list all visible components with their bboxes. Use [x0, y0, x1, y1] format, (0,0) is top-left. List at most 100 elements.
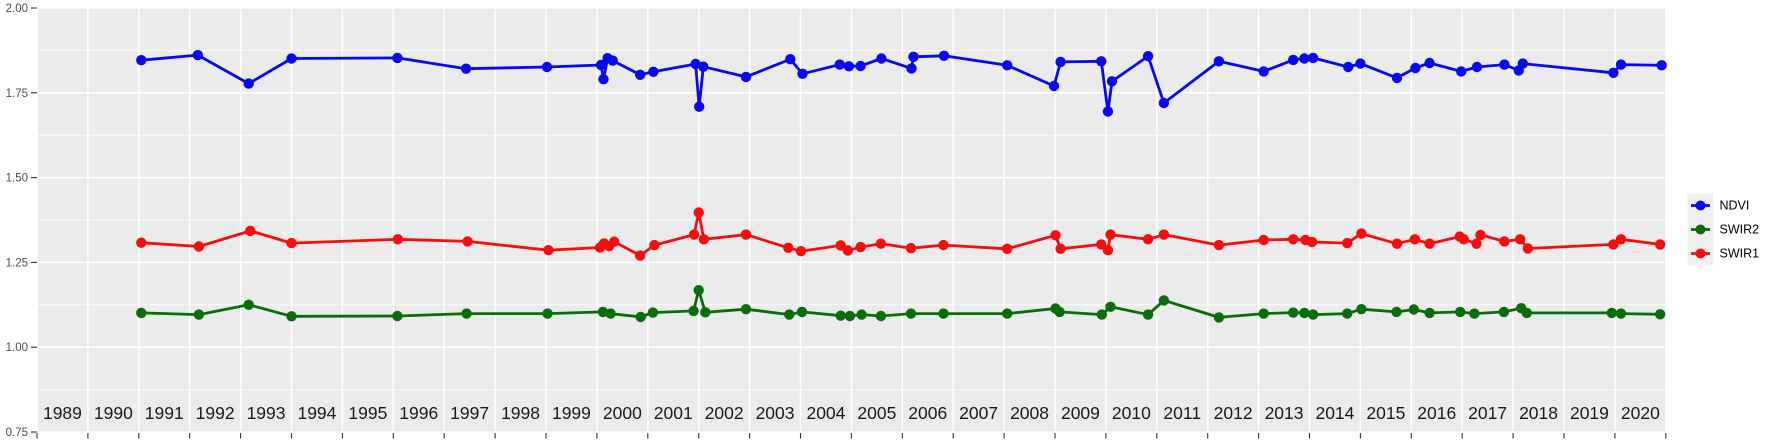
- data-point-swir2: [875, 310, 887, 322]
- data-point-swir2: [193, 309, 205, 320]
- x-year-label: 2019: [1570, 403, 1609, 423]
- x-year-label: 1997: [450, 403, 489, 423]
- data-point-swir2: [1521, 307, 1533, 319]
- legend: NDVI SWIR2 SWIR1: [1687, 193, 1760, 266]
- data-point-swir2: [740, 304, 752, 315]
- y-axis: 2.00 1.75 1.50 1.25 1.00 0.75: [6, 3, 37, 439]
- data-point-swir1: [938, 239, 949, 251]
- data-point-ndvi: [1213, 56, 1225, 67]
- data-point-ndvi: [1158, 97, 1170, 109]
- data-point-swir2: [1655, 309, 1666, 320]
- data-point-swir1: [1213, 239, 1225, 251]
- data-point-swir2: [136, 307, 147, 319]
- data-point-ndvi: [1258, 66, 1269, 77]
- data-point-swir2: [1258, 308, 1269, 319]
- data-point-swir1: [1391, 238, 1403, 249]
- data-point-swir1: [688, 229, 700, 240]
- x-year-label: 2009: [1061, 403, 1100, 423]
- data-point-ndvi: [1048, 80, 1060, 92]
- series-points-ndvi: [136, 49, 1667, 117]
- data-point-swir2: [1455, 306, 1466, 318]
- data-point-swir2: [1408, 304, 1420, 315]
- data-point-swir1: [286, 237, 297, 249]
- y-tick-label: 0.75: [6, 427, 28, 439]
- series-line-ndvi: [139, 53, 1664, 113]
- data-point-ndvi: [635, 69, 646, 81]
- x-year-label: 1989: [43, 403, 82, 423]
- x-year-label: 2017: [1468, 403, 1507, 423]
- data-point-swir1: [1515, 234, 1526, 245]
- data-point-ndvi: [286, 53, 297, 64]
- x-year-label: 1999: [552, 403, 591, 423]
- x-year-label: 2007: [959, 403, 998, 423]
- data-point-ndvi: [1608, 67, 1619, 79]
- data-point-ndvi: [1102, 106, 1114, 117]
- data-point-swir1: [1409, 234, 1421, 245]
- data-point-ndvi: [843, 61, 855, 72]
- data-point-ndvi: [1307, 52, 1319, 64]
- data-point-swir2: [1606, 307, 1618, 319]
- data-point-swir1: [635, 250, 646, 261]
- data-point-swir2: [796, 306, 808, 318]
- data-point-swir2: [1356, 304, 1367, 315]
- data-point-ndvi: [460, 63, 472, 74]
- data-point-swir2: [542, 308, 553, 319]
- data-point-ndvi: [1288, 54, 1299, 66]
- x-year-label: 1993: [247, 403, 286, 423]
- data-point-swir2: [1158, 295, 1170, 306]
- x-year-label: 1994: [297, 403, 336, 423]
- data-point-swir2: [1391, 306, 1402, 318]
- data-point-ndvi: [1355, 58, 1366, 69]
- data-point-swir2: [700, 307, 711, 318]
- data-point-swir2: [1307, 309, 1319, 320]
- data-point-swir1: [245, 225, 256, 237]
- data-point-swir2: [1615, 308, 1627, 319]
- data-point-ndvi: [598, 74, 609, 85]
- data-point-swir2: [693, 285, 704, 296]
- x-year-label: 2002: [705, 403, 744, 423]
- x-year-label: 2016: [1417, 403, 1456, 423]
- data-point-swir2: [938, 308, 949, 319]
- data-point-ndvi: [876, 53, 887, 64]
- data-point-swir2: [1498, 306, 1510, 318]
- data-point-swir2: [1105, 301, 1116, 312]
- x-year-label: 1995: [348, 403, 387, 423]
- data-point-swir2: [844, 310, 856, 322]
- data-point-ndvi: [192, 49, 203, 61]
- data-point-ndvi: [906, 63, 917, 74]
- data-point-swir1: [1105, 229, 1116, 240]
- data-point-ndvi: [607, 55, 618, 66]
- data-point-ndvi: [392, 52, 403, 64]
- data-point-ndvi: [1096, 56, 1107, 67]
- data-point-swir2: [784, 309, 795, 320]
- y-tick-label: 1.00: [6, 342, 28, 354]
- data-point-ndvi: [1471, 61, 1483, 73]
- x-year-label: 1990: [94, 403, 133, 423]
- data-point-swir1: [392, 234, 404, 245]
- data-point-ndvi: [740, 71, 752, 83]
- data-point-ndvi: [1517, 58, 1529, 69]
- data-point-swir1: [1050, 230, 1061, 241]
- data-point-ndvi: [694, 101, 705, 112]
- data-point-ndvi: [1456, 66, 1467, 77]
- data-point-swir2: [1054, 306, 1065, 318]
- data-point-swir1: [1158, 229, 1170, 240]
- data-point-ndvi: [908, 51, 919, 62]
- data-point-ndvi: [855, 60, 866, 72]
- legend-label: SWIR1: [1720, 247, 1760, 261]
- data-point-ndvi: [648, 66, 659, 78]
- data-point-swir1: [543, 245, 554, 256]
- x-year-label: 2011: [1163, 403, 1201, 423]
- data-point-swir2: [1469, 308, 1480, 319]
- data-point-ndvi: [1055, 56, 1066, 68]
- data-point-swir1: [1258, 234, 1269, 246]
- data-point-ndvi: [797, 68, 808, 80]
- data-point-swir2: [605, 308, 616, 319]
- x-year-label: 1991: [145, 403, 184, 423]
- data-point-swir1: [1458, 234, 1469, 245]
- x-year-label: 2001: [654, 403, 693, 423]
- x-year-label: 1998: [501, 403, 540, 423]
- data-point-swir1: [1615, 234, 1627, 245]
- data-point-ndvi: [243, 78, 254, 89]
- data-point-swir1: [1655, 239, 1666, 250]
